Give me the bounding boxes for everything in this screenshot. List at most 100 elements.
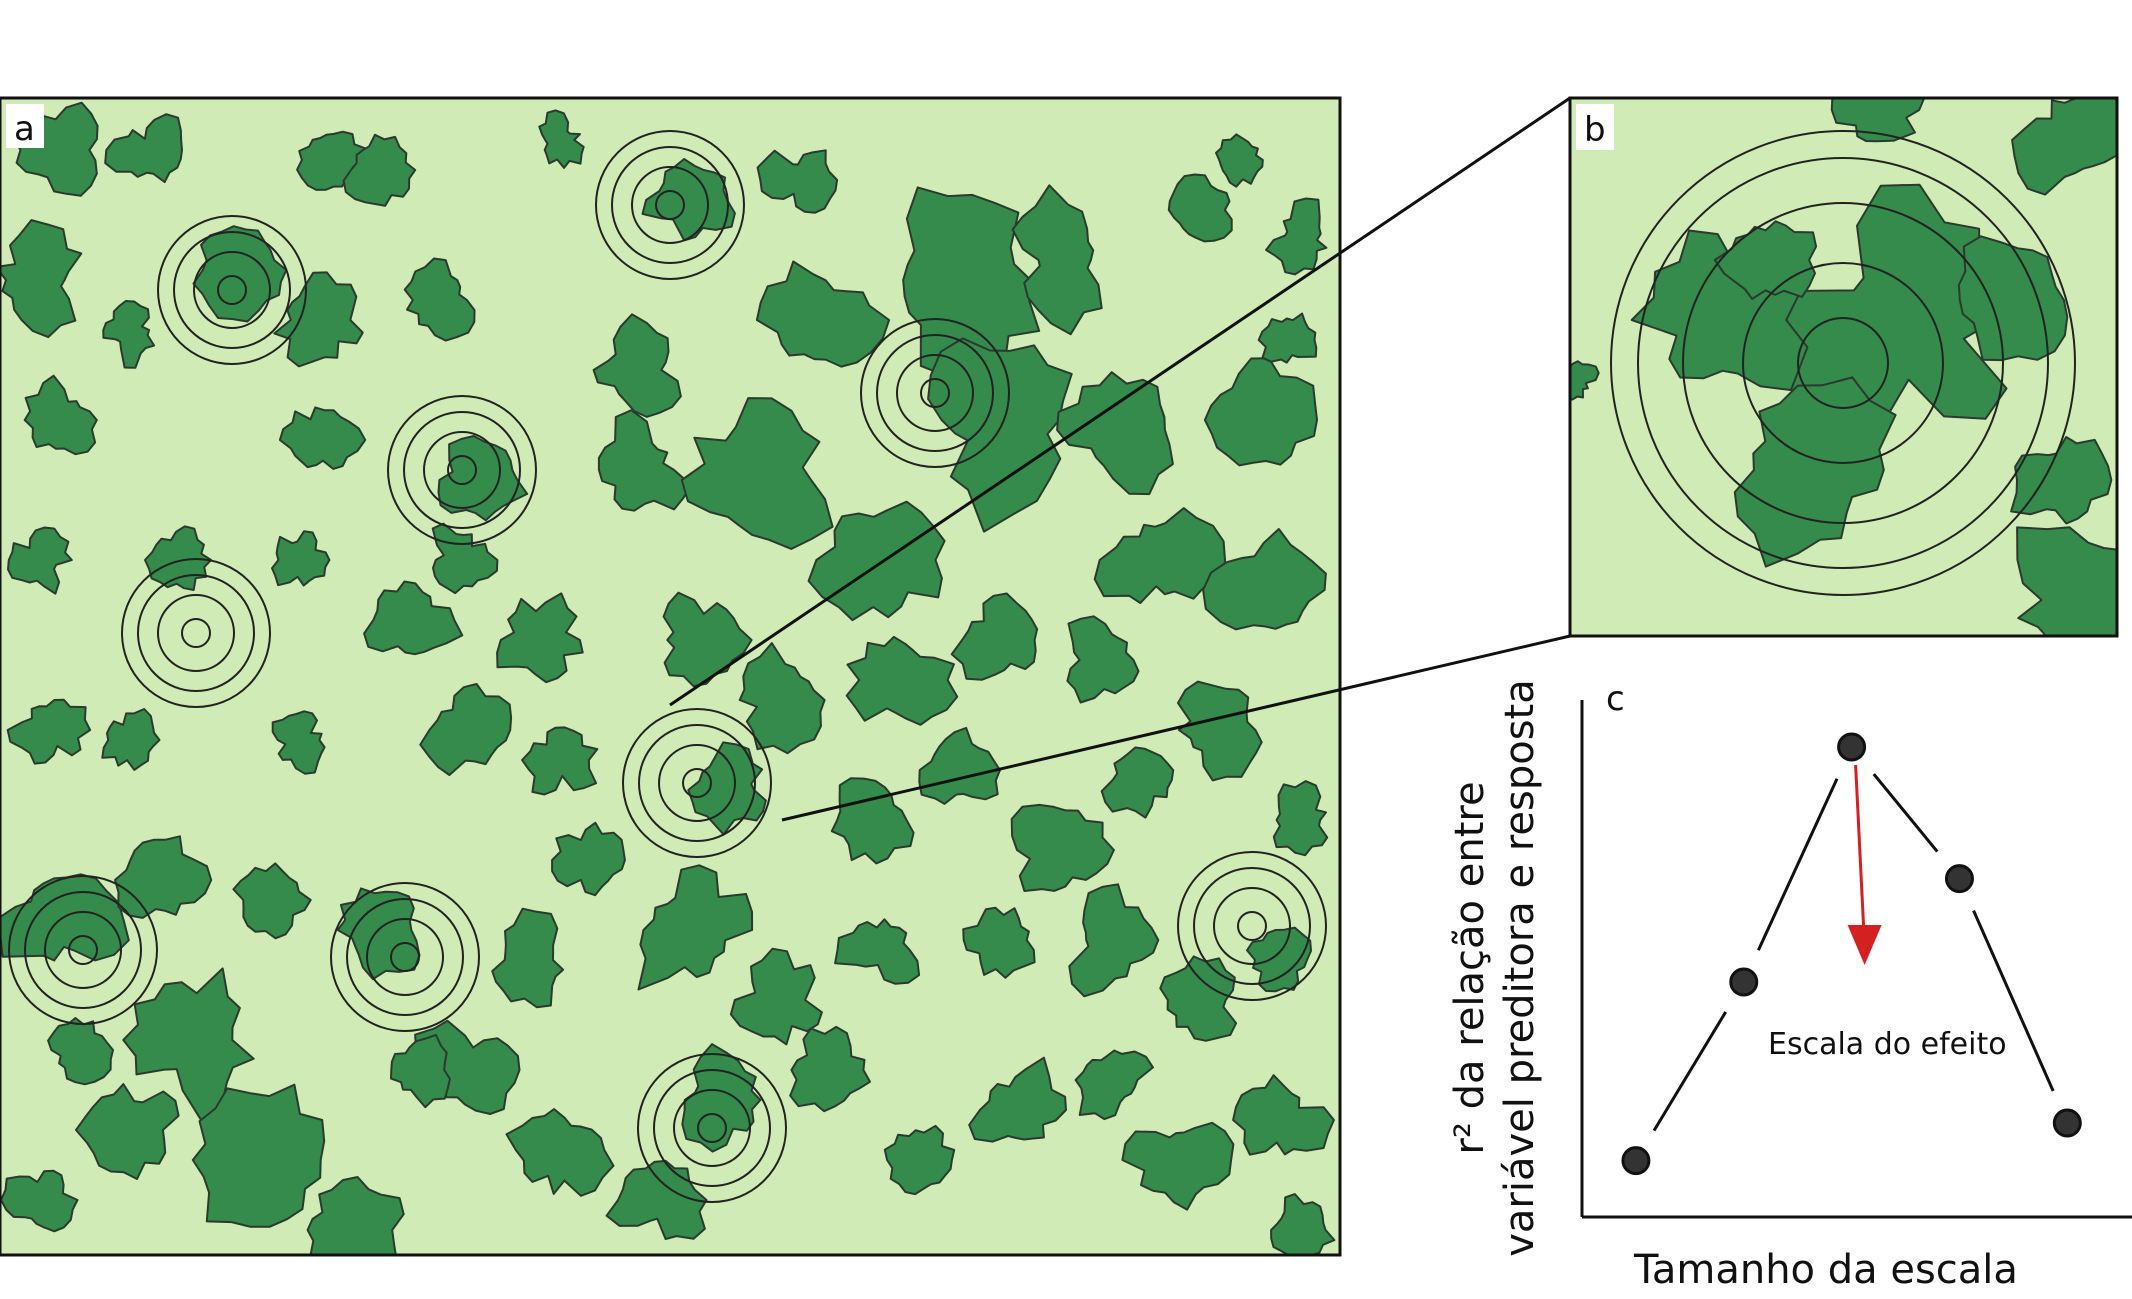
forest-patch-10 [1215, 133, 1264, 188]
zoom-forest-patches [1570, 98, 2117, 636]
forest-patch-76 [883, 1124, 956, 1196]
zoom-ring-3 [1637, 157, 2049, 569]
effect-scale-annotation: Escala do efeito [1768, 1027, 2007, 1062]
forest-patch-29 [807, 500, 946, 622]
forest-patch-47 [521, 726, 599, 796]
zoom-patch-6 [2011, 98, 2117, 196]
buffer-ring-7-0 [390, 942, 420, 972]
forest-patch-26 [431, 522, 499, 595]
forest-patch-8 [1011, 184, 1103, 336]
forest-patch-34 [271, 530, 331, 587]
buffer-ring-5-0 [682, 768, 712, 798]
zoom-patch-4 [2010, 436, 2113, 525]
panel-b-label: b [1584, 110, 1606, 150]
forest-patch-12 [0, 219, 83, 339]
forest-patch-22 [1257, 312, 1318, 364]
forest-patch-44 [101, 708, 161, 771]
forest-patch-50 [830, 777, 915, 865]
panel-b-frame [1568, 96, 2119, 638]
data-point-2 [1837, 732, 1867, 762]
forest-patch-77 [968, 1056, 1067, 1143]
zoom-buffers [1610, 130, 2076, 596]
zoom-patch-9 [1570, 360, 1600, 401]
forest-patch-42 [1177, 680, 1263, 782]
forest-patch-57 [232, 862, 312, 940]
buffer-ring-0-3 [157, 215, 307, 365]
forest-patch-62 [834, 918, 921, 985]
data-point-1 [1729, 967, 1759, 997]
buffer-ring-6-1 [44, 911, 122, 989]
forest-patch-27 [597, 409, 693, 512]
forest-patch-21 [1203, 357, 1318, 467]
data-point-3 [1944, 864, 1974, 894]
forest-patch-9 [1167, 173, 1233, 243]
connector-1 [1756, 778, 1839, 951]
forest-patch-30 [1093, 507, 1226, 604]
forest-patch-84 [390, 1034, 451, 1109]
panel-a-label: a [14, 109, 35, 149]
buffer-ring-2-0 [920, 378, 950, 408]
forest-patch-56 [114, 835, 213, 919]
buffer-ring-8-1 [1213, 887, 1291, 965]
forest-patch-43 [6, 698, 92, 765]
buffer-ring-0-0 [217, 275, 247, 305]
buffer-ring-5-3 [622, 708, 772, 858]
forest-patch-51 [918, 726, 1001, 805]
buffer-ring-4-3 [121, 558, 271, 708]
zoom-patch-7 [1830, 98, 1926, 143]
buffer-ring-9-1 [673, 1089, 751, 1167]
buffer-ring-9-3 [637, 1053, 787, 1203]
effect-arrow-head [1847, 925, 1882, 965]
zoom-patch-8 [2016, 526, 2117, 636]
effect-arrow-shaft [1854, 764, 1866, 928]
buffer-ring-1-1 [631, 166, 709, 244]
forest-patch-41 [1066, 615, 1140, 704]
buffer-ring-6-0 [68, 935, 98, 965]
buffer-ring-4-1 [157, 594, 235, 672]
zoom-ring-4 [1610, 130, 2076, 596]
forest-patch-4 [538, 109, 585, 169]
forest-patch-80 [1232, 1074, 1335, 1156]
buffer-ring-3-0 [447, 455, 477, 485]
connector-0 [1652, 1011, 1727, 1132]
buffer-ring-2-1 [896, 354, 974, 432]
buffer-ring-5-2 [638, 724, 756, 842]
zoom-patch-3 [1957, 235, 2069, 362]
forest-patch-54 [1272, 780, 1329, 857]
forest-patch-63 [962, 906, 1036, 979]
forest-patch-31 [1202, 528, 1327, 631]
panel-a-frame [0, 96, 1342, 1257]
buffer-ring-2-3 [860, 318, 1010, 468]
connector-3 [1972, 910, 2055, 1092]
forest-patch-23 [23, 374, 98, 456]
buffer-ring-0-2 [173, 231, 291, 349]
forest-patch-61 [729, 947, 823, 1046]
buffer-ring-4-0 [181, 618, 211, 648]
forest-patch-17 [592, 313, 682, 418]
buffer-ring-1-0 [655, 190, 685, 220]
panel-a-landscape-map: a [0, 96, 1342, 1257]
buffer-ring-8-0 [1237, 911, 1267, 941]
forest-patch-3 [342, 133, 417, 207]
forest-patches [0, 101, 1336, 1255]
forest-patch-79 [1121, 1121, 1235, 1211]
forest-patch-28 [680, 397, 834, 550]
forest-patch-64 [1068, 883, 1160, 998]
forest-patch-39 [845, 635, 959, 726]
connector-2 [1872, 773, 1939, 853]
chart-marks [1621, 732, 2082, 1176]
panel-b-zoom-view: b [1568, 96, 2119, 638]
zoom-ring-1 [1742, 262, 1944, 464]
forest-patch-25 [437, 435, 529, 522]
buffer-ring-1-3 [595, 130, 745, 280]
forest-patch-6 [756, 149, 839, 214]
y-axis-label-line2: variável preditora e resposta [1497, 679, 1543, 1257]
forest-patch-13 [102, 300, 156, 369]
buffer-ring-7-2 [346, 898, 464, 1016]
y-axis-label-line1: r² da relação entre [1447, 781, 1493, 1154]
forest-patch-53 [1100, 746, 1175, 819]
buffer-ring-8-2 [1193, 867, 1311, 985]
buffer-ring-0-1 [193, 251, 271, 329]
forest-patch-49 [687, 741, 767, 836]
